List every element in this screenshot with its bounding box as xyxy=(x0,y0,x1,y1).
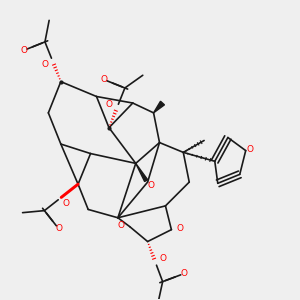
Text: O: O xyxy=(55,224,62,233)
Text: O: O xyxy=(63,200,70,208)
Text: O: O xyxy=(106,100,113,109)
Text: O: O xyxy=(42,60,49,69)
Polygon shape xyxy=(136,164,148,181)
Text: O: O xyxy=(118,221,125,230)
Text: O: O xyxy=(159,254,167,263)
Text: O: O xyxy=(148,181,155,190)
Text: O: O xyxy=(20,46,27,55)
Text: O: O xyxy=(247,145,254,154)
Text: O: O xyxy=(176,224,183,233)
Text: O: O xyxy=(100,75,107,84)
Polygon shape xyxy=(154,101,164,113)
Text: O: O xyxy=(181,269,188,278)
